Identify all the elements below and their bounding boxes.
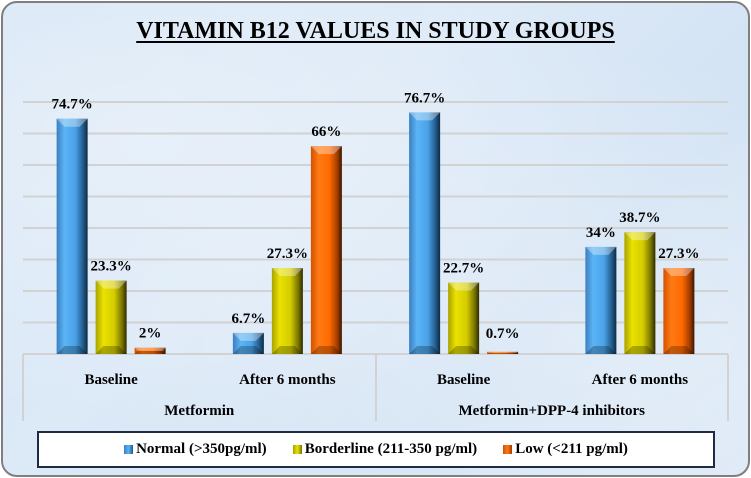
bar-normal [585,246,617,354]
legend-label-low: Low (<211 pg/ml) [515,441,628,457]
data-label: 34% [586,225,616,241]
data-label: 6.7% [232,311,266,327]
legend-swatch-normal [124,445,134,454]
bar-borderline [95,280,127,354]
data-label: 22.7% [443,260,484,276]
data-label: 2% [139,326,162,342]
data-labels: 74.7% 23.3% 2% 6.7% 27.3% 66% 76.7% 22.7% 0.7% 34… [52,90,700,341]
data-label: 23.3% [91,259,132,275]
data-label: 27.3% [658,246,699,262]
group-label: Metformin+DPP-4 inhibitors [459,403,646,419]
bar-normal [232,332,264,354]
category-label: Baseline [84,372,138,388]
legend-swatch-borderline [292,445,302,454]
data-label: 66% [311,124,341,140]
bar-low [663,268,695,354]
bar-borderline [448,282,480,354]
legend-label-normal: Normal (>350pg/ml) [136,441,267,457]
bar-low [310,146,342,354]
data-label: 74.7% [52,97,93,113]
bar-borderline [271,268,303,354]
legend: Normal (>350pg/ml) Borderline (211-350 p… [37,431,715,468]
bar-normal [56,118,88,354]
legend-label-borderline: Borderline (211-350 pg/ml) [304,441,478,457]
group-label: Metformin [164,403,235,419]
legend-swatch-low [503,445,513,454]
category-label: Baseline [437,372,491,388]
data-label: 0.7% [486,326,520,342]
bar-low [487,351,519,354]
legend-item-normal: Normal (>350pg/ml) [124,441,267,458]
chart-title: VITAMIN B12 VALUES IN STUDY GROUPS [136,18,615,44]
category-label: After 6 months [592,372,689,388]
bars [56,112,695,355]
bar-low [134,347,166,354]
bar-normal [409,112,441,355]
bar-borderline [624,232,656,354]
data-label: 27.3% [267,246,308,262]
data-label: 76.7% [404,90,445,106]
category-labels: Baseline After 6 months Baseline After 6 mo… [84,372,688,419]
legend-item-borderline: Borderline (211-350 pg/ml) [292,441,478,458]
data-label: 38.7% [619,210,660,226]
category-label: After 6 months [239,372,336,388]
legend-item-low: Low (<211 pg/ml) [503,441,628,458]
